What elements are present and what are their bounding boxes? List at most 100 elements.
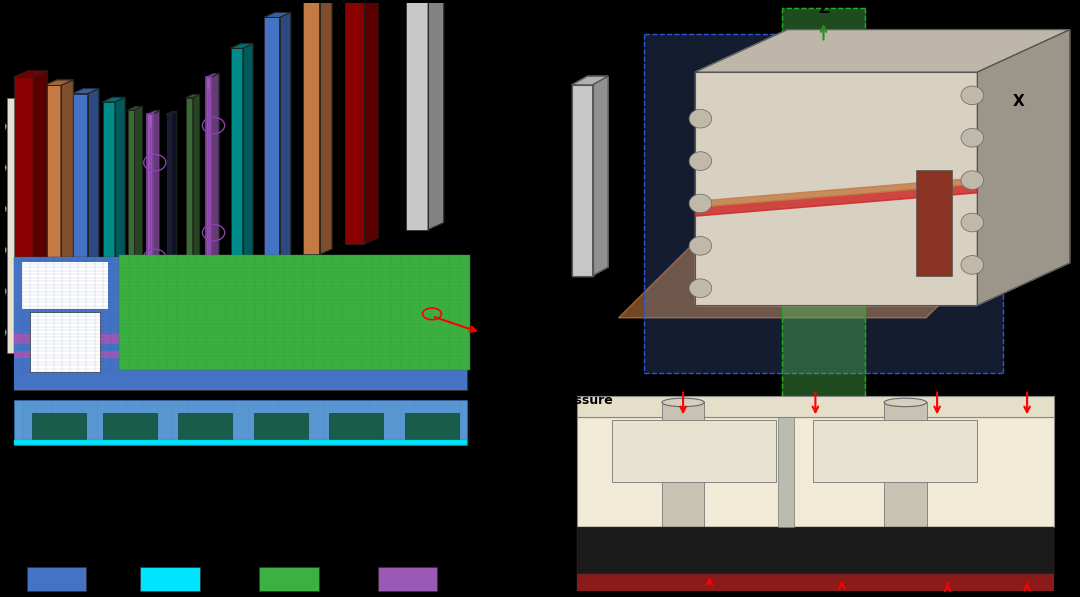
- FancyBboxPatch shape: [119, 256, 470, 370]
- Text: MEM: MEM: [172, 33, 280, 165]
- Polygon shape: [593, 76, 608, 275]
- Text: Y: Y: [612, 124, 624, 139]
- Polygon shape: [147, 111, 160, 114]
- Polygon shape: [103, 102, 114, 328]
- Polygon shape: [193, 94, 200, 291]
- Polygon shape: [243, 44, 253, 275]
- Polygon shape: [171, 111, 177, 300]
- FancyBboxPatch shape: [13, 257, 468, 390]
- Text: X: X: [537, 319, 544, 330]
- Polygon shape: [696, 72, 977, 305]
- Polygon shape: [44, 80, 73, 85]
- Polygon shape: [127, 110, 134, 316]
- Polygon shape: [345, 0, 364, 244]
- Polygon shape: [406, 0, 428, 230]
- Polygon shape: [114, 97, 125, 328]
- Polygon shape: [231, 44, 253, 48]
- Polygon shape: [364, 0, 378, 244]
- FancyBboxPatch shape: [32, 413, 86, 440]
- Text: GDLs: GDLs: [191, 128, 264, 198]
- Polygon shape: [572, 85, 593, 275]
- Polygon shape: [44, 85, 60, 353]
- Circle shape: [961, 86, 984, 104]
- Circle shape: [689, 109, 712, 128]
- Text: Z: Z: [401, 351, 408, 361]
- Circle shape: [0, 204, 6, 214]
- Polygon shape: [14, 77, 33, 365]
- FancyBboxPatch shape: [916, 170, 951, 275]
- Circle shape: [0, 328, 6, 337]
- Text: X: X: [1013, 94, 1024, 109]
- Polygon shape: [103, 97, 125, 102]
- FancyBboxPatch shape: [13, 400, 468, 445]
- Polygon shape: [212, 73, 219, 283]
- Polygon shape: [572, 76, 608, 85]
- FancyBboxPatch shape: [329, 413, 383, 440]
- Polygon shape: [618, 190, 1054, 318]
- FancyBboxPatch shape: [13, 257, 468, 390]
- Polygon shape: [205, 73, 219, 77]
- Text: essure: essure: [567, 394, 613, 407]
- Polygon shape: [231, 48, 243, 275]
- Polygon shape: [696, 178, 977, 208]
- Text: Bipolar plate: Bipolar plate: [113, 14, 239, 144]
- Polygon shape: [87, 89, 99, 341]
- Polygon shape: [205, 77, 212, 283]
- FancyBboxPatch shape: [13, 351, 468, 358]
- FancyBboxPatch shape: [30, 312, 100, 373]
- Text: Bolts: Bolts: [32, 274, 73, 327]
- Polygon shape: [696, 184, 977, 216]
- Text: End plate: End plate: [26, 45, 78, 131]
- FancyBboxPatch shape: [103, 413, 157, 440]
- Polygon shape: [696, 30, 1069, 72]
- Circle shape: [689, 152, 712, 170]
- Polygon shape: [147, 114, 152, 308]
- Circle shape: [689, 194, 712, 213]
- Circle shape: [689, 279, 712, 297]
- Polygon shape: [166, 111, 177, 114]
- Polygon shape: [320, 0, 332, 254]
- Polygon shape: [186, 98, 193, 291]
- FancyBboxPatch shape: [813, 420, 976, 482]
- Circle shape: [0, 122, 6, 131]
- Polygon shape: [127, 106, 143, 110]
- Text: Gaskets: Gaskets: [153, 169, 243, 227]
- Polygon shape: [152, 111, 160, 308]
- Text: Current collector plate: Current collector plate: [83, 25, 229, 140]
- FancyBboxPatch shape: [662, 402, 704, 528]
- Polygon shape: [782, 8, 864, 402]
- FancyBboxPatch shape: [13, 334, 468, 344]
- FancyBboxPatch shape: [577, 574, 1054, 597]
- Text: Y: Y: [458, 257, 464, 267]
- Text: (a): (a): [19, 20, 41, 33]
- Polygon shape: [72, 94, 87, 341]
- FancyBboxPatch shape: [577, 528, 1054, 574]
- FancyBboxPatch shape: [13, 440, 468, 445]
- Circle shape: [961, 213, 984, 232]
- Polygon shape: [577, 417, 1054, 528]
- Circle shape: [0, 163, 6, 173]
- Circle shape: [0, 287, 6, 296]
- FancyBboxPatch shape: [405, 413, 459, 440]
- FancyBboxPatch shape: [254, 413, 308, 440]
- Ellipse shape: [885, 398, 927, 407]
- Ellipse shape: [662, 398, 704, 407]
- FancyBboxPatch shape: [22, 263, 108, 309]
- Polygon shape: [264, 17, 280, 264]
- Polygon shape: [186, 94, 200, 98]
- Polygon shape: [577, 396, 1054, 417]
- FancyBboxPatch shape: [885, 402, 927, 528]
- FancyBboxPatch shape: [611, 420, 775, 482]
- Text: Z: Z: [818, 1, 829, 16]
- Circle shape: [689, 236, 712, 255]
- Polygon shape: [428, 0, 444, 230]
- FancyBboxPatch shape: [6, 98, 14, 353]
- Circle shape: [961, 256, 984, 274]
- Circle shape: [961, 171, 984, 189]
- Text: Insulation plate: Insulation plate: [55, 35, 152, 136]
- Polygon shape: [644, 34, 1003, 373]
- Polygon shape: [134, 106, 143, 316]
- FancyBboxPatch shape: [779, 417, 794, 528]
- Polygon shape: [264, 13, 291, 17]
- Polygon shape: [280, 13, 291, 264]
